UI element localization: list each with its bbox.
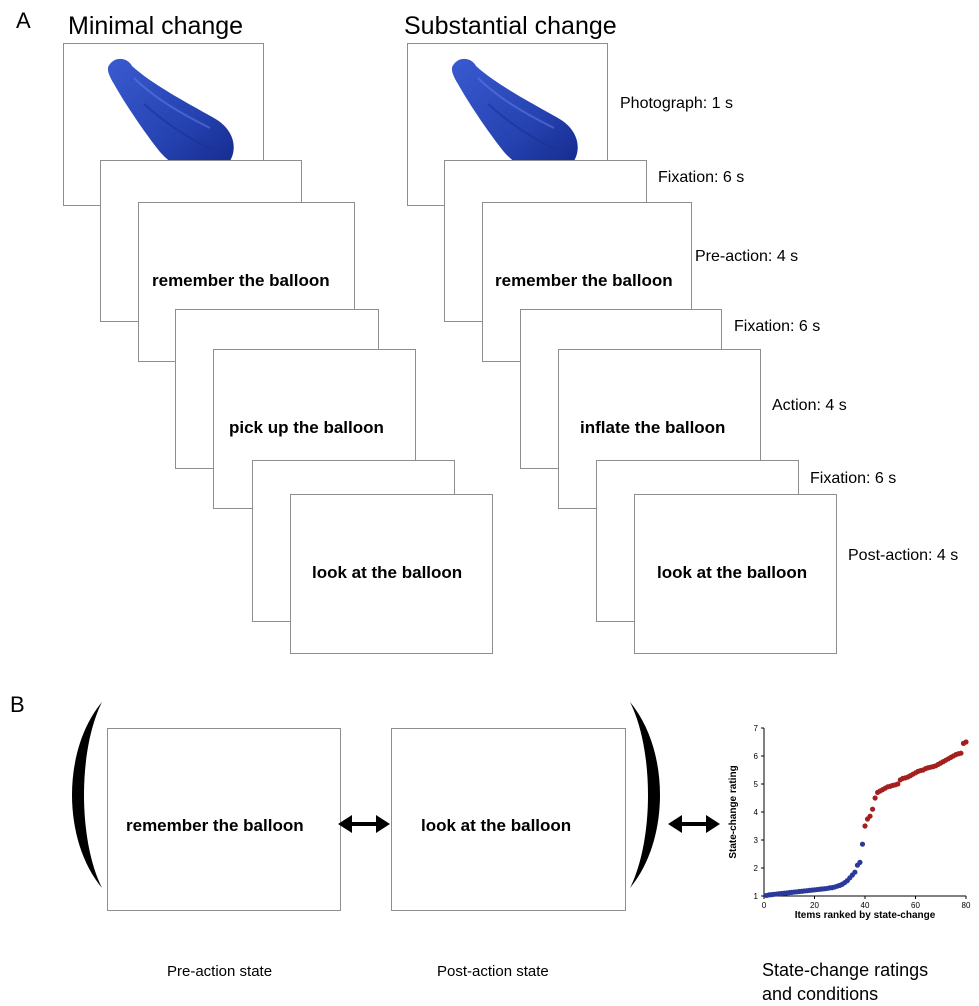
data-point [872,795,878,801]
data-point [869,806,876,812]
x-tick-label: 0 [762,901,767,910]
pre-action-state-text: remember the balloon [126,816,304,835]
post-action-state-label: Post-action state [437,963,549,980]
data-point [958,750,964,756]
balloon-icon [451,58,578,176]
right-parenthesis-icon [630,702,660,888]
pre-action-state-label: Pre-action state [167,963,273,980]
x-tick-label: 60 [911,901,920,910]
y-tick-label: 3 [754,836,759,845]
y-tick-label: 5 [754,780,759,789]
minimal-post-action-text: look at the balloon [312,563,463,582]
data-point [859,841,866,847]
timing-fixation-2: Fixation: 6 s [734,318,821,335]
y-tick-label: 4 [754,808,759,817]
x-tick-label: 80 [962,901,971,910]
data-point [857,859,863,865]
timing-fixation-1: Fixation: 6 s [658,169,745,186]
timing-action: Action: 4 s [772,397,847,414]
ratings-label: State-change ratings and conditions [762,958,928,1006]
x-tick-label: 20 [810,901,819,910]
y-tick-label: 6 [754,752,759,761]
minimal-pre-action-text: remember the balloon [152,271,330,290]
timing-pre-action: Pre-action: 4 s [695,248,799,265]
data-point [895,781,901,787]
substantial-post-action-frame [634,494,837,654]
substantial-pre-action-text: remember the balloon [495,271,673,290]
panel-a-letter: A [16,8,31,33]
minimal-post-action-frame [290,494,493,654]
data-point [862,823,868,829]
x-axis-label: Items ranked by state-change [795,910,936,921]
ratings-label-line-1: State-change ratings [762,960,929,980]
panel-b-letter: B [10,692,25,717]
timing-fixation-3: Fixation: 6 s [810,470,897,487]
data-point [867,813,873,819]
y-tick-label: 1 [754,892,759,901]
timing-photograph: Photograph: 1 s [620,95,733,112]
data-point [963,739,969,745]
double-arrow-icon [338,815,390,833]
substantial-post-action-text: look at the balloon [657,563,808,582]
y-tick-label: 7 [754,724,759,733]
substantial-action-text: inflate the balloon [580,418,726,437]
balloon-icon [107,58,234,176]
post-action-state-text: look at the balloon [421,816,572,835]
y-axis-label: State-change rating [728,765,739,858]
timing-post-action: Post-action: 4 s [848,547,959,564]
y-tick-label: 2 [754,864,759,873]
ratings-label-line-2: and conditions [762,984,879,1004]
minimal-action-text: pick up the balloon [229,418,384,437]
minimal-change-title: Minimal change [68,12,244,40]
left-parenthesis-icon [72,702,102,888]
data-point [852,869,858,875]
x-tick-label: 40 [861,901,870,910]
double-arrow-icon [668,815,720,833]
pre-action-state-frame [107,728,341,911]
substantial-change-title: Substantial change [404,12,617,40]
state-change-scatter-chart: 1 2 3 4 5 6 7 0 20 40 60 80 Items ranked by state-ch… [728,724,971,921]
post-action-state-frame [391,728,626,911]
